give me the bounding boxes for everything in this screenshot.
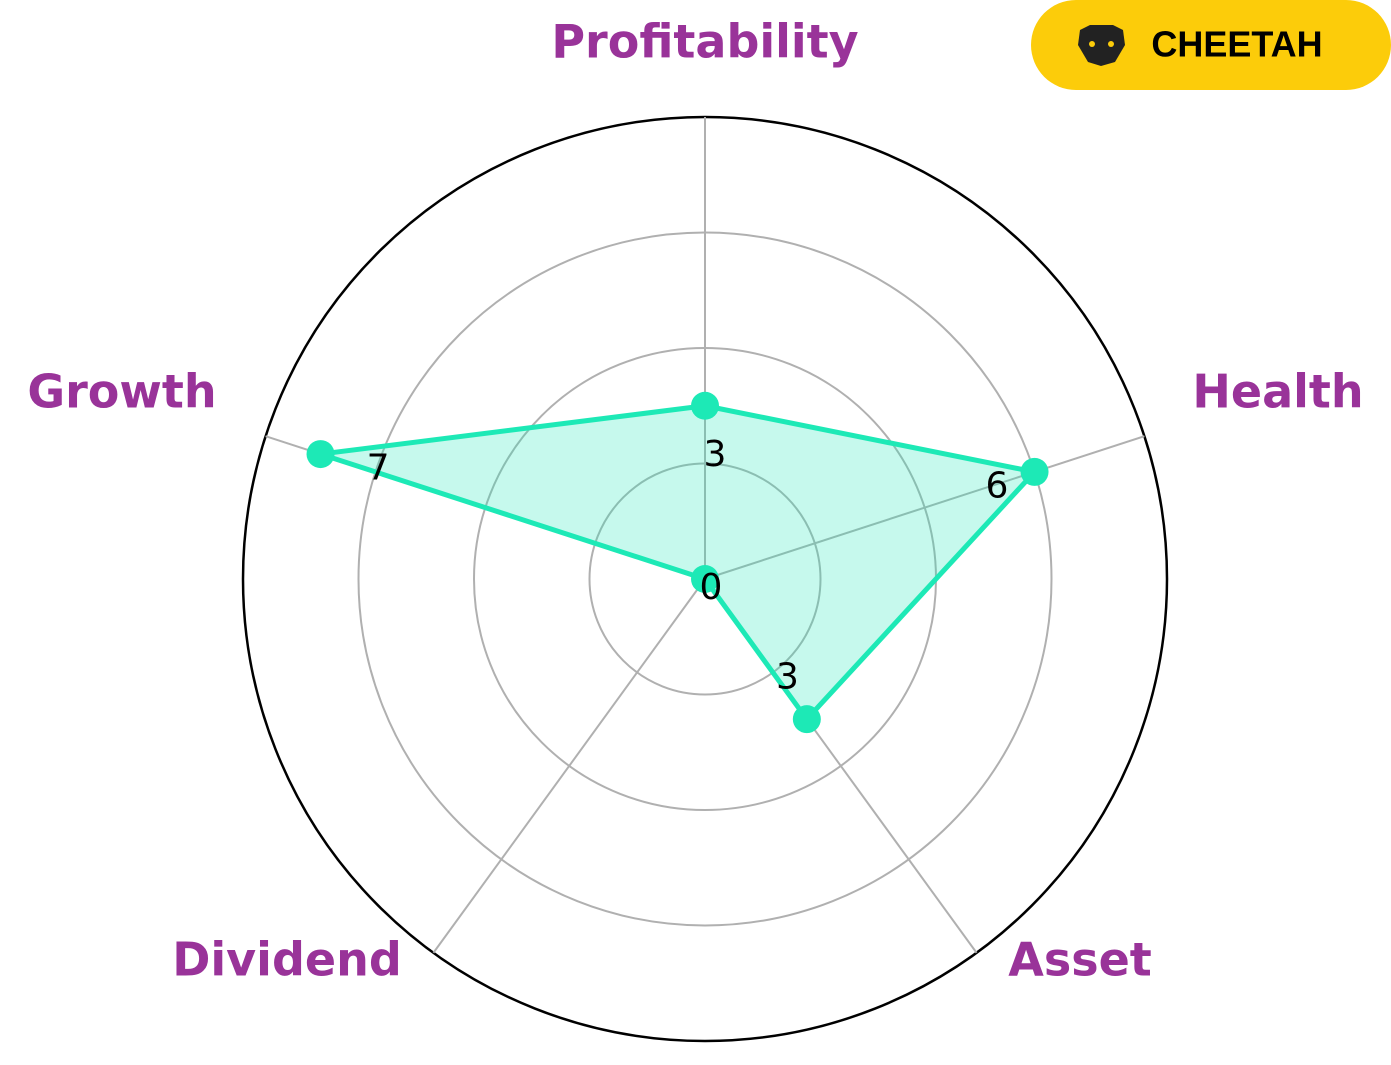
cheetah-icon	[1078, 25, 1125, 66]
data-point	[792, 705, 821, 734]
data-point	[1020, 457, 1049, 486]
category-label: Dividend	[172, 933, 402, 987]
icon-eye	[1108, 41, 1114, 47]
category-label: Health	[1192, 365, 1363, 419]
icon-eye	[1089, 41, 1095, 47]
data-point	[306, 440, 335, 469]
axis-line	[432, 578, 706, 954]
icon-head	[1078, 25, 1125, 66]
axis-line	[704, 435, 1145, 580]
data-point	[691, 565, 719, 593]
category-label: Profitability	[551, 15, 858, 69]
value-label: 0	[700, 567, 723, 608]
badge-background	[1031, 0, 1391, 90]
category-label: Growth	[27, 365, 216, 419]
badge-text: CHEETAH	[1151, 24, 1322, 65]
badge: CHEETAH	[1031, 0, 1391, 90]
radar-area	[318, 403, 1038, 722]
value-label: 3	[776, 657, 799, 698]
value-label: 7	[367, 448, 390, 489]
value-label: 3	[704, 434, 727, 475]
value-label: 6	[986, 465, 1009, 506]
data-point	[691, 391, 719, 420]
category-label: Asset	[1008, 933, 1152, 987]
